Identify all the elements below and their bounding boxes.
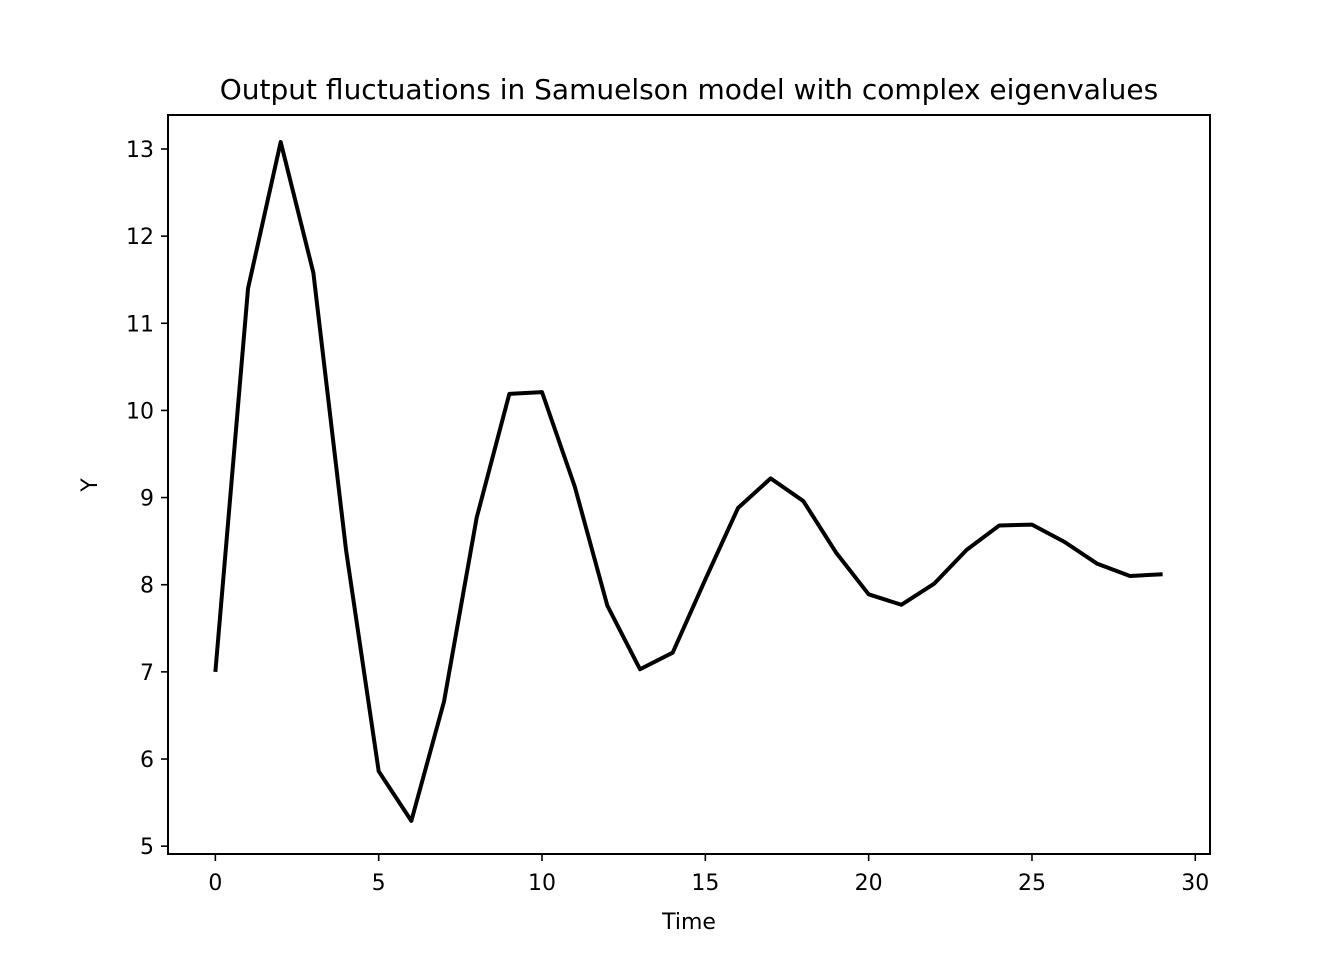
x-tick-label: 25: [1018, 871, 1046, 896]
x-tick-label: 0: [208, 871, 222, 896]
x-tick-label: 5: [372, 871, 386, 896]
series-line: [213, 140, 1163, 823]
x-tick-label: 15: [691, 871, 719, 896]
y-tick-label: 6: [140, 748, 154, 773]
x-tick-label: 10: [528, 871, 556, 896]
y-tick-label: 13: [126, 138, 154, 163]
y-tick-label: 8: [140, 574, 154, 599]
y-tick-label: 12: [126, 225, 154, 250]
y-tick-label: 5: [140, 835, 154, 860]
x-tick-label: 20: [855, 871, 883, 896]
y-tick-label: 9: [140, 487, 154, 512]
plot-area: [167, 114, 1211, 855]
axis-ticks: 0 5 10 15 20 25 30 5 6 7 8 9 10 11 12 13: [126, 138, 1209, 896]
y-tick-label: 10: [126, 399, 154, 424]
plot-frame: [167, 114, 1211, 855]
y-tick-label: 7: [140, 661, 154, 686]
y-tick-label: 11: [126, 312, 154, 337]
y-axis-label: Y: [78, 478, 103, 493]
x-tick-label: 30: [1181, 871, 1209, 896]
chart-title: Output fluctuations in Samuelson model w…: [220, 73, 1158, 106]
x-axis-label: Time: [661, 910, 716, 935]
